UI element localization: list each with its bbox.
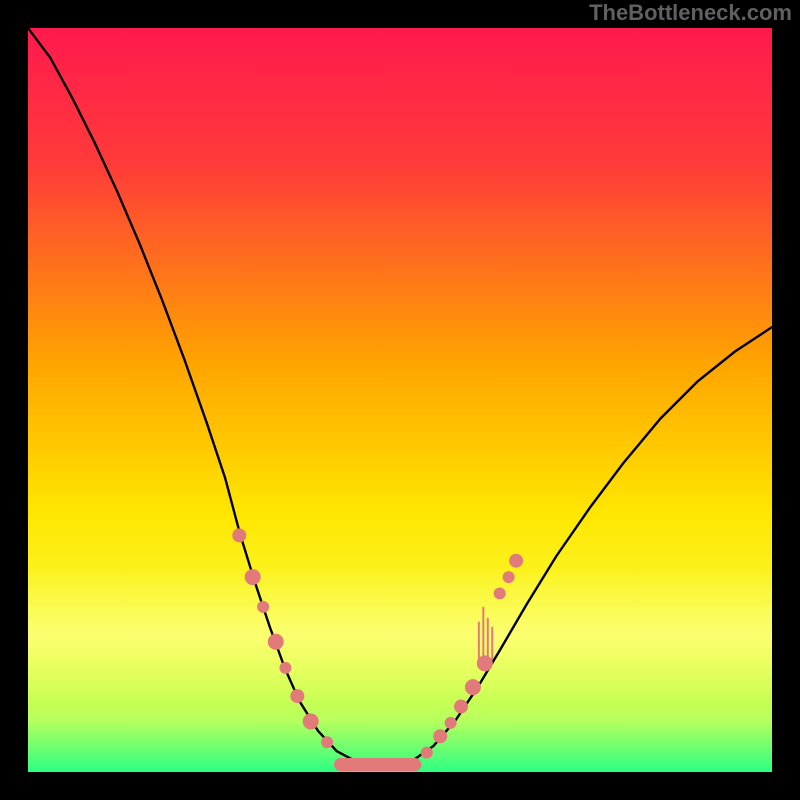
data-marker-dot (268, 634, 284, 650)
data-marker-dot (257, 601, 269, 613)
data-marker-dot (279, 662, 291, 674)
data-marker-dot (245, 569, 261, 585)
data-marker-dot (445, 717, 457, 729)
watermark-text: TheBottleneck.com (589, 0, 792, 26)
data-marker-dot (433, 729, 447, 743)
data-marker-dot (421, 747, 433, 759)
data-marker-dot (503, 571, 515, 583)
data-marker-dot (321, 736, 333, 748)
data-marker-dot (303, 713, 319, 729)
chart-plot-area (28, 28, 772, 772)
data-marker-dot (494, 587, 506, 599)
data-marker-pill (334, 758, 421, 771)
data-marker-dot (454, 700, 468, 714)
chart-frame: TheBottleneck.com (0, 0, 800, 800)
data-marker-dot (465, 679, 481, 695)
data-marker-dot (290, 689, 304, 703)
data-marker-dot (509, 554, 523, 568)
data-marker-dot (477, 655, 493, 671)
data-marker-dot (232, 528, 246, 542)
glow-band (28, 567, 772, 701)
